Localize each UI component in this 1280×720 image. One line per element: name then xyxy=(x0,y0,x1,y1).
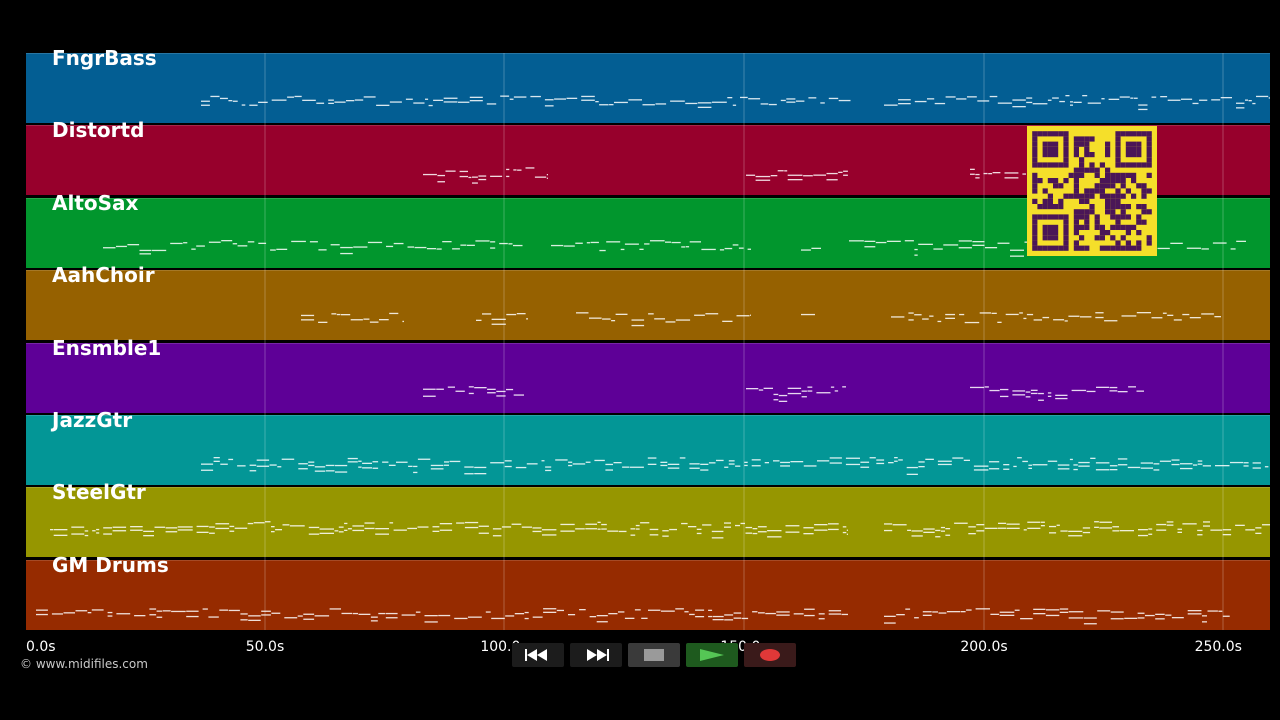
track-lane-7: SteelGtr xyxy=(26,480,1270,558)
track-lane-1: FngrBass xyxy=(26,46,1270,123)
track-name-3: AltoSax xyxy=(52,190,139,215)
track-notes xyxy=(301,312,1221,327)
track-name-4: AahChoir xyxy=(52,263,155,288)
rewind-icon xyxy=(525,649,547,661)
track-notes xyxy=(201,95,1270,111)
track-notes xyxy=(36,607,1230,625)
track-name-1: FngrBass xyxy=(52,46,157,70)
track-notes xyxy=(201,457,1269,475)
tracks-area: FngrBass Distortd AltoSax AahChoir Ensmble1 J… xyxy=(26,46,1270,630)
time-tick-250: 250.0s xyxy=(1194,639,1242,655)
fast-forward-icon xyxy=(587,649,609,661)
track-notes xyxy=(50,521,1270,539)
play-icon xyxy=(700,649,724,661)
stop-button[interactable] xyxy=(628,643,680,667)
track-name-6: JazzGtr xyxy=(52,408,133,432)
qr-code-icon xyxy=(1027,126,1157,256)
time-tick-0: 0.0s xyxy=(26,639,56,655)
track-lane-8: GM Drums xyxy=(26,553,1270,630)
time-tick-200: 200.0s xyxy=(960,639,1008,655)
track-lane-6: JazzGtr xyxy=(26,408,1270,485)
track-notes xyxy=(423,385,1144,402)
track-lane-4: AahChoir xyxy=(26,263,1270,341)
record-icon xyxy=(760,649,780,661)
fast-forward-button[interactable] xyxy=(570,643,622,667)
rewind-button[interactable] xyxy=(512,643,564,667)
track-notes xyxy=(423,167,1026,185)
play-button[interactable] xyxy=(686,643,738,667)
stop-icon xyxy=(644,649,664,661)
track-name-5: Ensmble1 xyxy=(52,335,162,360)
time-tick-50: 50.0s xyxy=(245,639,285,655)
copyright-text: © www.midifiles.com xyxy=(20,657,148,671)
track-name-7: SteelGtr xyxy=(52,480,146,505)
track-name-8: GM Drums xyxy=(52,552,169,577)
track-name-2: Distortd xyxy=(52,118,145,143)
transport-controls xyxy=(512,643,796,667)
track-lane-5: Ensmble1 xyxy=(26,336,1270,413)
record-button[interactable] xyxy=(744,643,796,667)
